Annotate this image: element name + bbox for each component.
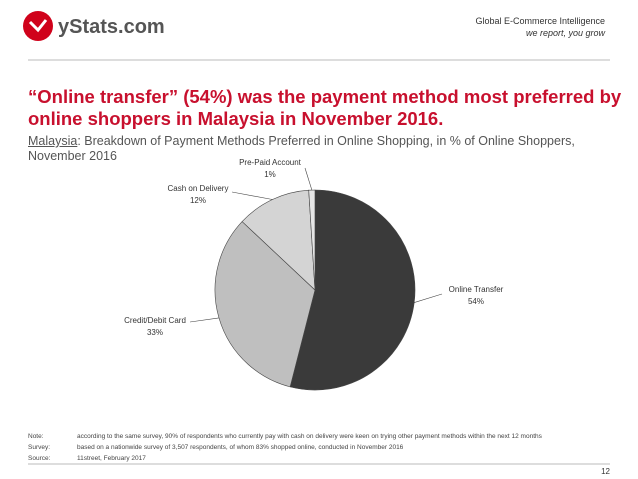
note-label: Source: (28, 455, 51, 462)
logo-check (28, 19, 48, 33)
slide-title: “Online transfer” (54%) was the payment … (28, 86, 622, 129)
note-row: Survey: based on a nationwide survey of 3… (28, 442, 542, 453)
slogan: we report, you grow (526, 28, 606, 38)
note-text: 11street, February 2017 (77, 455, 146, 462)
subtitle-country: Malaysia (28, 134, 78, 148)
subtitle-text: : Breakdown of Payment Methods Preferred… (28, 134, 575, 163)
pie-slice (214, 221, 316, 388)
note-row: Note: according to the same survey, 90% o… (28, 431, 542, 442)
page-number: 12 (601, 467, 610, 476)
leader-line (304, 167, 313, 191)
slice-label: Pre-Paid Account (239, 158, 302, 167)
slice-value-label: 1% (264, 170, 276, 179)
leader-line (189, 317, 220, 323)
notes: Note: according to the same survey, 90% o… (28, 431, 542, 464)
pie-slice (289, 189, 416, 391)
note-text: according to the same survey, 90% of res… (77, 433, 542, 440)
note-text: based on a nationwide survey of 3,507 re… (77, 444, 404, 451)
subtitle: Malaysia: Breakdown of Payment Methods P… (28, 134, 588, 164)
slice-label: Cash on Delivery (168, 184, 229, 193)
leader-line (414, 293, 443, 303)
slice-label: Credit/Debit Card (124, 316, 186, 325)
note-label: Survey: (28, 444, 51, 451)
slice-value-label: 54% (468, 297, 484, 306)
slice-label: Online Transfer (449, 285, 504, 294)
note-row: Source: 11street, February 2017 (28, 453, 542, 464)
note-label: Note: (28, 433, 44, 440)
logo-text: yStats.com (58, 16, 165, 38)
tagline: Global E-Commerce Intelligence (475, 16, 605, 26)
slice-value-label: 12% (190, 196, 206, 205)
leader-line (231, 191, 273, 200)
logo-icon (23, 11, 53, 41)
slice-value-label: 33% (147, 328, 163, 337)
